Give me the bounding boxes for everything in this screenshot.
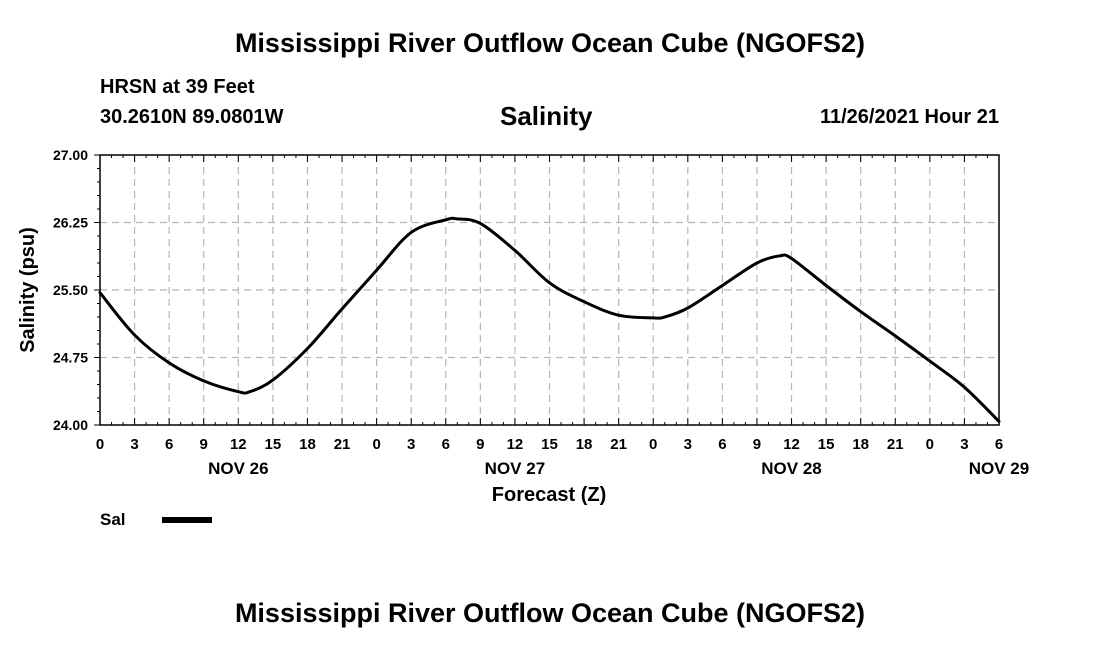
x-tick-label: 6	[165, 436, 173, 453]
forecast-datetime: 11/26/2021 Hour 21	[819, 106, 999, 128]
y-tick-label: 25.50	[53, 282, 88, 298]
grid-lines	[100, 155, 999, 425]
tick-labels: 0 3 6 9 12 15 18 21 0 3 6 9 12 15 18 21 0 3 6 9 12 15 18 21 0 3 6 2…	[53, 147, 1029, 478]
x-tick-label: 12	[507, 436, 524, 453]
x-day-label: NOV 27	[485, 459, 545, 478]
page-title: Mississippi River Outflow Ocean Cube (NG…	[234, 28, 866, 58]
x-tick-label: 3	[407, 436, 415, 453]
plot-frame	[99, 154, 1000, 426]
x-axis-label: Forecast (Z)	[492, 484, 606, 506]
x-tick-label: 3	[684, 436, 692, 453]
x-day-label: NOV 28	[761, 459, 821, 478]
x-tick-label: 0	[96, 436, 104, 453]
x-tick-label: 15	[541, 436, 558, 453]
x-day-label: NOV 29	[969, 459, 1029, 478]
y-tick-label: 24.00	[53, 417, 88, 433]
series-line-sal	[98, 216, 1001, 423]
x-tick-label: 12	[783, 436, 800, 453]
x-tick-label: 9	[200, 436, 208, 453]
x-day-label: NOV 26	[208, 459, 268, 478]
x-tick-label: 3	[130, 436, 138, 453]
x-tick-label: 6	[718, 436, 726, 453]
x-tick-label: 18	[576, 436, 593, 453]
x-tick-label: 21	[610, 436, 627, 453]
x-tick-label: 15	[265, 436, 282, 453]
y-tick-label: 26.25	[53, 215, 88, 231]
x-tick-label: 21	[887, 436, 904, 453]
station-name: HRSN at 39 Feet	[100, 76, 255, 98]
x-tick-label: 12	[230, 436, 247, 453]
x-tick-label: 9	[753, 436, 761, 453]
x-tick-label: 21	[334, 436, 351, 453]
x-tick-label: 18	[852, 436, 869, 453]
y-tick-label: 24.75	[53, 350, 88, 366]
x-tick-label: 9	[476, 436, 484, 453]
legend-label: Sal	[100, 510, 126, 529]
x-tick-label: 3	[960, 436, 968, 453]
y-tick-label: 27.00	[53, 147, 88, 163]
legend-line-swatch	[162, 517, 212, 523]
x-tick-label: 6	[995, 436, 1003, 453]
chart-title: Salinity	[500, 101, 593, 131]
x-tick-label: 6	[442, 436, 450, 453]
station-coordinates: 30.2610N 89.0801W	[100, 106, 284, 128]
y-axis-label: Salinity (psu)	[17, 227, 39, 353]
x-tick-label: 0	[372, 436, 380, 453]
x-tick-label: 15	[818, 436, 835, 453]
series-layer	[98, 216, 1001, 423]
footer-title: Mississippi River Outflow Ocean Cube (NG…	[234, 598, 866, 628]
x-tick-label: 18	[299, 436, 316, 453]
x-tick-label: 0	[926, 436, 934, 453]
x-tick-label: 0	[649, 436, 657, 453]
